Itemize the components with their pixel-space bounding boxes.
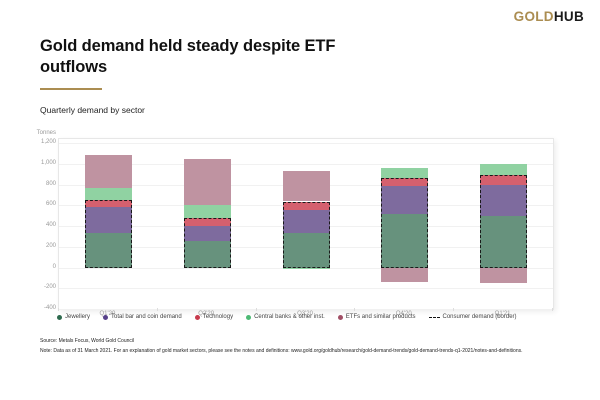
x-axis-tick [354,308,356,311]
bar-segment[interactable] [480,164,528,176]
bar-segment[interactable] [84,207,132,234]
bar-segment[interactable] [84,188,132,200]
logo-hub-text: HUB [553,9,584,24]
bar-segment[interactable] [381,168,429,179]
legend-label: Jewellery [65,314,91,320]
consumer-demand-border [84,199,132,268]
legend-item[interactable]: Jewellery [57,314,90,320]
chart-subtitle: Quarterly demand by sector [40,105,145,115]
bar-segment[interactable] [282,232,330,268]
y-tick-label: 600 [45,201,56,208]
bar-segment[interactable] [480,175,528,186]
legend-swatch [103,314,109,320]
note-text: Note: Data as of 31 March 2021. For an e… [40,348,523,354]
legend-label: ETFs and similar products [345,314,416,320]
y-tick-label: 1,000 [40,159,56,166]
legend-swatch [194,314,200,320]
x-category-label: Q4'20 [395,311,412,317]
bar-segment[interactable] [282,209,330,233]
x-category-label: Q1'21 [494,311,511,317]
title-underline [40,88,102,90]
x-category-label: Q2'20 [198,311,215,317]
x-axis-tick [156,308,158,311]
bar-segment[interactable] [381,185,429,214]
x-axis-tick [255,308,257,311]
gridline [59,163,553,165]
bar-segment[interactable] [84,199,132,208]
y-tick-label: 0 [52,263,56,270]
goldhub-logo: GOLDHUB [514,9,584,24]
consumer-demand-border [381,178,429,268]
consumer-demand-border [183,217,231,268]
x-category-label: Q3'20 [297,311,313,317]
logo-gold-text: GOLD [513,9,554,24]
legend-swatch [57,314,62,320]
bar-segment[interactable] [480,216,528,268]
y-tick-label: -200 [43,284,56,291]
bar-segment[interactable] [381,267,429,283]
legend-label: Central banks & other inst. [254,314,325,320]
bar-segment[interactable] [381,213,429,268]
y-tick-label: 400 [45,222,56,229]
bar-segment[interactable] [282,171,330,202]
y-tick-label: 800 [45,180,56,187]
x-axis-tick [552,308,553,311]
gridline [59,309,553,310]
bar-segment[interactable] [282,267,330,269]
bar-segment[interactable] [183,205,231,218]
consumer-demand-border [480,175,528,268]
legend-swatch [337,314,343,320]
consumer-demand-border [282,201,330,268]
x-axis: Q1'20 Q2'20 Q3'20 Q4'20 Q1'21 [58,308,553,320]
x-axis-tick [58,308,59,311]
bar-segment[interactable] [381,178,429,186]
legend-label: Consumer demand (border) [442,314,517,320]
legend-item[interactable]: ETFs and similar products [337,314,416,320]
bar-segment[interactable] [282,201,330,210]
chart-legend: Jewellery Total bar and coin demand Techno… [57,314,567,320]
legend-item-consumer-border[interactable]: Consumer demand (border) [428,314,517,320]
x-category-label: Q1'20 [99,311,116,317]
bar-segment[interactable] [480,185,528,217]
y-tick-label: -400 [43,305,56,311]
bar-segment[interactable] [183,217,231,226]
legend-item[interactable]: Total bar and coin demand [103,314,182,320]
y-axis: 1,200 1,000 800 600 400 200 0 -200 -400 [18,138,56,311]
bar-segment[interactable] [183,241,231,268]
page-title: Gold demand held steady despite ETF outf… [40,37,336,76]
bar-segment[interactable] [183,225,231,242]
legend-item[interactable]: Central banks & other inst. [246,314,325,320]
y-tick-label: 1,200 [40,139,56,146]
y-tick-label: 200 [45,242,56,249]
legend-dash-swatch [428,316,440,318]
plot-area [58,138,554,310]
bar-segment[interactable] [480,267,528,284]
bar-segment[interactable] [84,233,132,268]
legend-swatch [246,314,252,320]
gridline [59,288,553,290]
bar-segment[interactable] [84,154,132,189]
bar-segment[interactable] [183,158,231,206]
source-text: Source: Metals Focus, World Gold Council [40,338,135,344]
y-axis-unit-label: Tonnes [36,130,56,136]
gridline [59,143,553,145]
legend-label: Technology [202,314,234,320]
legend-item[interactable]: Technology [194,314,234,320]
x-axis-tick [453,308,455,311]
legend-label: Total bar and coin demand [111,314,182,320]
